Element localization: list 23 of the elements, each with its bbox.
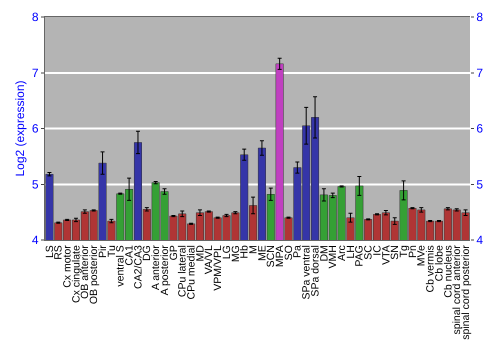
x-tick-label: IC: [371, 244, 384, 256]
y-tick-label: 8: [32, 10, 39, 24]
x-tick-label: M: [247, 245, 260, 254]
y2-tick-label: 6: [476, 122, 484, 136]
y2-tick-label: 5: [476, 177, 484, 192]
y2-tick-label: 8: [476, 10, 484, 24]
y-tick-label: 6: [32, 122, 39, 136]
x-tick-label: SPa dorsal: [309, 245, 322, 297]
y-tick-label: 4: [32, 233, 39, 248]
x-tick-label: MVe: [416, 245, 428, 266]
x-tick-label: Cb lobe: [433, 245, 446, 282]
x-tick-label: LG: [220, 245, 233, 260]
x-tick-label: RS: [52, 245, 65, 260]
x-tick-label: spinal cord posterior: [460, 244, 472, 340]
x-tick-label: SO: [282, 245, 295, 260]
y-tick-label: 5: [32, 177, 39, 192]
y2-tick-label: 4: [476, 233, 484, 248]
x-tick-label: DG: [141, 245, 154, 261]
y-axis-title: Log2 (expression): [13, 80, 28, 177]
y2-tick-label: 7: [476, 66, 484, 80]
x-tick-label: A posterior: [158, 244, 171, 296]
x-tick-label: Tg: [398, 245, 410, 258]
y-tick-label: 7: [32, 66, 39, 80]
